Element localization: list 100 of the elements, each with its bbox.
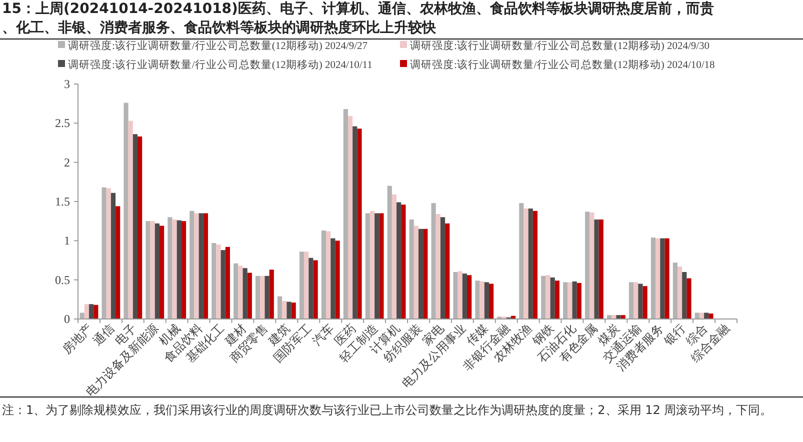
legend-label: 调研强度:该行业调研数量/行业公司总数量(12期移动) 2024/9/27	[68, 39, 368, 52]
bar	[528, 208, 533, 319]
bar	[348, 116, 353, 319]
bar	[694, 312, 700, 319]
bar	[128, 120, 133, 319]
bar	[357, 128, 362, 319]
bar	[84, 304, 89, 319]
bar	[554, 280, 560, 319]
y-tick-label: 0	[64, 312, 70, 326]
bar	[124, 102, 128, 319]
bar	[576, 282, 582, 319]
bar	[598, 220, 604, 319]
bar	[212, 243, 216, 319]
bar	[708, 314, 714, 319]
bar	[220, 250, 226, 319]
bar	[110, 192, 116, 319]
bar	[374, 213, 380, 319]
bar	[634, 282, 638, 319]
bar	[299, 252, 304, 319]
bar	[106, 188, 111, 319]
bar	[291, 302, 296, 319]
bar	[168, 217, 172, 319]
bar	[532, 210, 538, 319]
bar	[264, 276, 270, 319]
bar	[335, 240, 340, 319]
bar	[225, 246, 230, 319]
bar	[699, 312, 704, 319]
bar	[401, 204, 406, 319]
bar	[282, 300, 287, 319]
bar	[462, 274, 468, 319]
bar	[216, 244, 221, 319]
bar	[238, 266, 243, 319]
bar	[431, 203, 436, 319]
bar	[181, 221, 186, 319]
bar	[190, 210, 194, 319]
bar	[80, 312, 84, 319]
bar	[326, 231, 331, 319]
bar	[563, 282, 568, 319]
bar	[154, 223, 160, 319]
bar	[423, 228, 428, 319]
bar	[247, 272, 252, 319]
bar	[682, 272, 687, 319]
chart-subtitle: 、化工、非银、消费者服务、食品饮料等板块的调研热度环比上升较快	[2, 19, 437, 36]
bar	[704, 312, 709, 319]
y-tick-label: 1	[64, 234, 70, 248]
bar	[308, 258, 314, 319]
bar	[176, 220, 182, 319]
bar	[102, 187, 106, 319]
bar	[94, 304, 98, 319]
bar	[524, 208, 528, 319]
bar	[321, 230, 326, 319]
bar	[475, 280, 480, 319]
bar	[387, 186, 392, 319]
bar	[453, 272, 458, 319]
bar	[343, 109, 348, 319]
bar	[286, 302, 292, 319]
bar	[656, 238, 660, 319]
legend-label: 调研强度:该行业调研数量/行业公司总数量(12期移动) 2024/10/18	[410, 58, 715, 71]
bar	[352, 126, 358, 319]
bar	[677, 266, 682, 319]
bar	[440, 217, 446, 319]
bar	[488, 284, 494, 319]
y-tick-label: 1.5	[55, 194, 70, 208]
bar	[203, 213, 208, 319]
bar	[146, 221, 150, 319]
bar	[638, 284, 643, 319]
bar	[277, 296, 282, 319]
bar	[445, 223, 450, 319]
bar	[256, 276, 260, 319]
bar	[269, 270, 274, 319]
bar	[313, 260, 318, 319]
bar	[150, 221, 155, 319]
legend-label: 调研强度:该行业调研数量/行业公司总数量(12期移动) 2024/9/30	[410, 39, 710, 52]
bar	[414, 226, 418, 319]
bar	[132, 134, 138, 319]
bar	[590, 212, 594, 319]
bar	[304, 252, 309, 319]
bar	[550, 277, 555, 319]
legend-label: 调研强度:该行业调研数量/行业公司总数量(12期移动) 2024/10/11	[68, 58, 372, 71]
bar	[138, 136, 142, 319]
bar	[484, 282, 489, 319]
y-tick-label: 2	[64, 155, 70, 170]
bar	[519, 203, 524, 319]
bar	[594, 220, 599, 319]
bar	[234, 263, 238, 319]
bar	[116, 206, 120, 319]
bar	[409, 220, 414, 319]
bar	[572, 281, 577, 319]
bar	[642, 286, 648, 319]
bar	[546, 275, 550, 319]
bar	[541, 276, 546, 319]
bar	[260, 276, 265, 319]
chart-title: 15：上周(20241014-20241018)医药、电子、计算机、通信、农林牧渔、食品饮料等板块调研热度居前，而贵	[2, 0, 714, 17]
bar	[568, 282, 572, 319]
bar	[660, 238, 665, 319]
bar	[672, 262, 678, 319]
bar	[198, 213, 204, 319]
y-tick-label: 3	[64, 77, 70, 91]
bar	[365, 213, 370, 319]
bar	[418, 228, 424, 319]
